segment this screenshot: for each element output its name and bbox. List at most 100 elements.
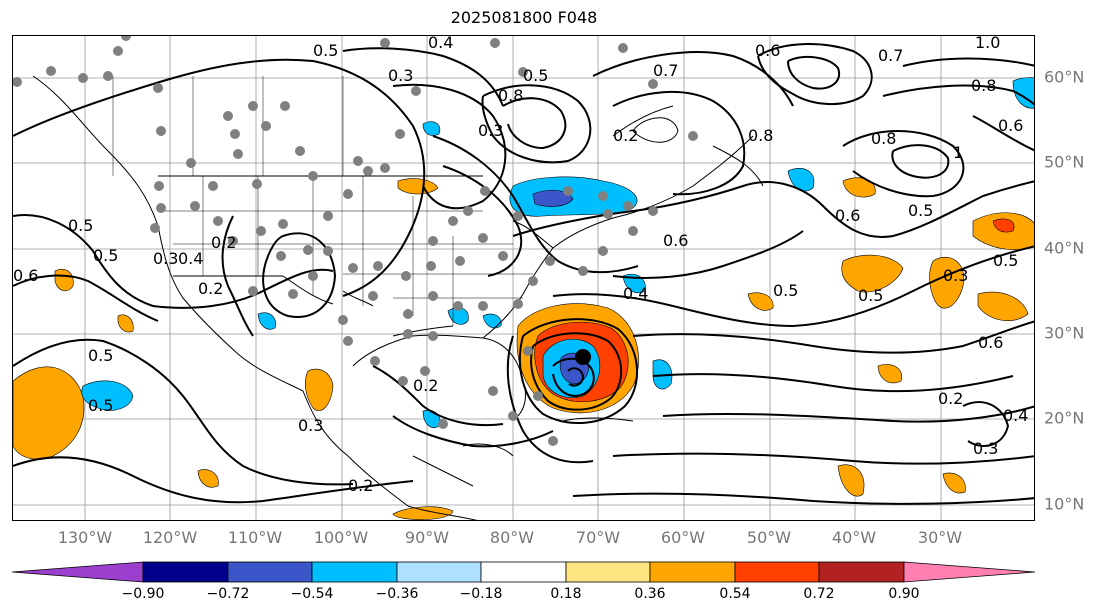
contour-label: 0.2 [348,476,373,495]
orange-area [977,291,1029,321]
contour-label: 0.3 [943,266,968,285]
contour-label: 0.8 [498,86,523,105]
contour-label: 0.4 [1003,406,1028,425]
contour-label: 0.4 [428,36,453,52]
colorbar-segment [227,561,313,583]
contour-label: 0.5 [858,286,883,305]
blue-area [532,190,574,207]
lat-label: 10°N [1044,494,1085,514]
lat-label: 20°N [1044,408,1085,428]
contour-label: 0.5 [68,216,93,235]
contour-label: 0.8 [971,76,996,95]
contour-label: 0.5 [93,246,118,265]
orange-area [837,464,865,497]
orange-area [392,506,454,520]
contour-label: 0.7 [653,61,678,80]
contour-label: 0.3 [388,66,413,85]
colorbar-extend-low [11,561,144,583]
lon-label: 100°W [313,528,369,547]
contour-label: 0.3 [973,439,998,458]
colorbar-segment [480,561,567,583]
contour-label: 0.8 [748,126,773,145]
lon-label: 40°W [831,528,877,547]
contour-label: 0.6 [755,41,780,60]
lon-label: 70°W [575,528,621,547]
contour-label: 0.5 [908,201,933,220]
contour-label: 0.2 [613,126,638,145]
lat-label: 40°N [1044,238,1085,258]
contour-label: 0.6 [978,333,1003,352]
lat-label: 60°N [1044,67,1085,87]
blue-area [81,380,134,411]
colorbar-tick: −0.18 [459,586,503,602]
contour-label: 1 [953,143,963,162]
contour-label: 0.5 [313,41,338,60]
contour-label: 0.2 [938,389,963,408]
blue-area [257,312,276,330]
contour-label: 0.5 [88,346,113,365]
graticule [13,36,1034,520]
colorbar [11,561,1036,583]
contour-label: 0.4 [623,284,648,303]
coastlines [32,75,764,520]
orange-area [842,177,876,198]
orange-area [304,368,334,412]
lon-label: 90°W [404,528,450,547]
contour-label: 0.2 [198,279,223,298]
orange-area [929,256,965,309]
contour-label: 0.7 [878,46,903,65]
colorbar-tick: 0.90 [888,586,920,602]
contour-label: 0.5 [88,396,113,415]
contour-labels: 0.5 0.4 0.3 0.5 0.8 0.3 0.7 0.7 0.6 1.0 … [13,36,1028,495]
colorbar-segment [396,561,482,583]
colorbar-tick: 0.36 [634,586,666,602]
red-area [992,218,1015,233]
lon-label: 120°W [142,528,198,547]
state-borders [112,76,533,326]
colorbar-tick: −0.36 [375,586,419,602]
orange-area [841,254,904,293]
orange-area [877,364,902,384]
colorbar-segment [734,561,820,583]
contour-label: 0.5 [993,251,1018,270]
contour-label: 0.6 [998,116,1023,135]
contour-label: 0.5 [523,66,548,85]
contour-label: 0.3 [478,121,503,140]
contour-label: 0.3 [153,249,178,268]
contour-label: 0.5 [773,281,798,300]
colorbar-segment [818,561,905,583]
orange-area [13,366,85,460]
map-panel[interactable]: 0.5 0.4 0.3 0.5 0.8 0.3 0.7 0.7 0.6 1.0 … [12,35,1035,521]
blue-area [422,409,441,428]
blue-area [482,313,502,329]
lon-label: 60°W [660,528,706,547]
lon-label: 110°W [227,528,283,547]
contour-label: 0.3 [298,416,323,435]
colorbar-segment [311,561,398,583]
colorbar-tick: −0.54 [290,586,334,602]
contour-label: 0.6 [13,266,38,285]
contour-label: 0.6 [663,231,688,250]
contour-label: 0.6 [835,206,860,225]
lat-label: 30°N [1044,323,1085,343]
lon-label: 80°W [489,528,535,547]
colorbar-segment [565,561,651,583]
orange-area [54,268,74,292]
colorbar-tick: −0.72 [206,586,250,602]
orange-area [197,469,219,488]
colorbar-segment [142,561,229,583]
lon-label: 30°W [917,528,963,547]
orange-area [117,314,134,333]
lat-label: 50°N [1044,152,1085,172]
colorbar-tick: 0.54 [719,586,751,602]
blue-area [509,176,638,217]
colorbar-extend-high [903,561,1036,583]
orange-area [747,292,774,311]
colorbar-tick: 0.72 [803,586,835,602]
contour-label: 0.4 [178,249,203,268]
colorbar-tick: 0.18 [550,586,582,602]
observation-dots [13,36,698,446]
contour-lines [13,43,1034,505]
map-title: 2025081800 F048 [450,8,598,27]
contour-label: 0.8 [871,129,896,148]
